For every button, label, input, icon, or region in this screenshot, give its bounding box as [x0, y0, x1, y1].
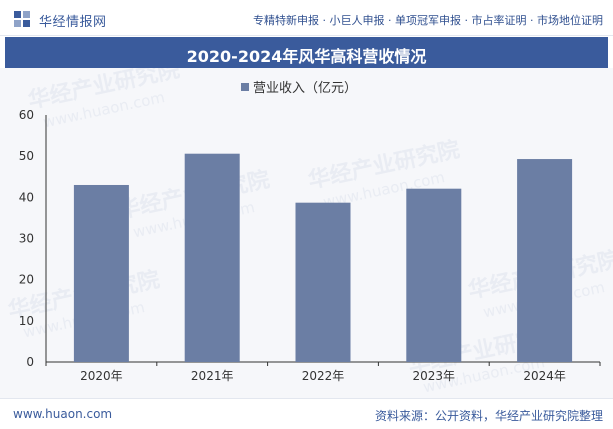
bar	[406, 188, 462, 362]
service-tags: 专精特新申报 · 小巨人申报 · 单项冠军申报 · 市占率证明 · 市场地位证明	[253, 14, 603, 27]
legend-label: 营业收入（亿元）	[253, 81, 357, 96]
y-tick-label: 50	[19, 149, 34, 163]
x-tick-label: 2023年	[413, 369, 456, 383]
chart-title: 2020-2024年风华高科营收情况	[186, 47, 427, 66]
x-tick-label: 2022年	[302, 369, 345, 383]
bar-chart: 华经产业研究院www.huaon.com华经产业研究院www.huaon.com…	[6, 68, 613, 396]
y-tick-label: 30	[19, 232, 34, 246]
footer: www.huaon.com 资料来源：公开资料，华经产业研究院整理	[0, 398, 613, 429]
bar	[184, 153, 240, 362]
brand-name[interactable]: 华经情报网	[39, 15, 107, 30]
bar	[73, 184, 129, 362]
x-tick-label: 2020年	[80, 369, 123, 383]
top-bar: 华经情报网 专精特新申报 · 小巨人申报 · 单项冠军申报 · 市占率证明 · …	[0, 0, 613, 36]
bar	[295, 202, 351, 362]
y-tick-label: 10	[19, 314, 34, 328]
y-tick-label: 60	[19, 108, 34, 122]
y-tick-label: 0	[26, 355, 34, 369]
chart-area: 华经产业研究院 www.huaon.com 华经产业研究院 www.huaon.com…	[0, 68, 613, 398]
bar	[517, 159, 573, 362]
x-tick-label: 2024年	[523, 369, 566, 383]
title-bar: 2020-2024年风华高科营收情况	[5, 37, 608, 68]
y-tick-label: 40	[19, 190, 34, 204]
y-tick-label: 20	[19, 273, 34, 287]
footer-site-link[interactable]: www.huaon.com	[13, 407, 113, 421]
x-tick-label: 2021年	[191, 369, 234, 383]
legend-swatch	[241, 83, 249, 91]
huajing-logo-icon	[14, 11, 30, 27]
footer-source: 资料来源：公开资料，华经产业研究院整理	[374, 409, 603, 423]
